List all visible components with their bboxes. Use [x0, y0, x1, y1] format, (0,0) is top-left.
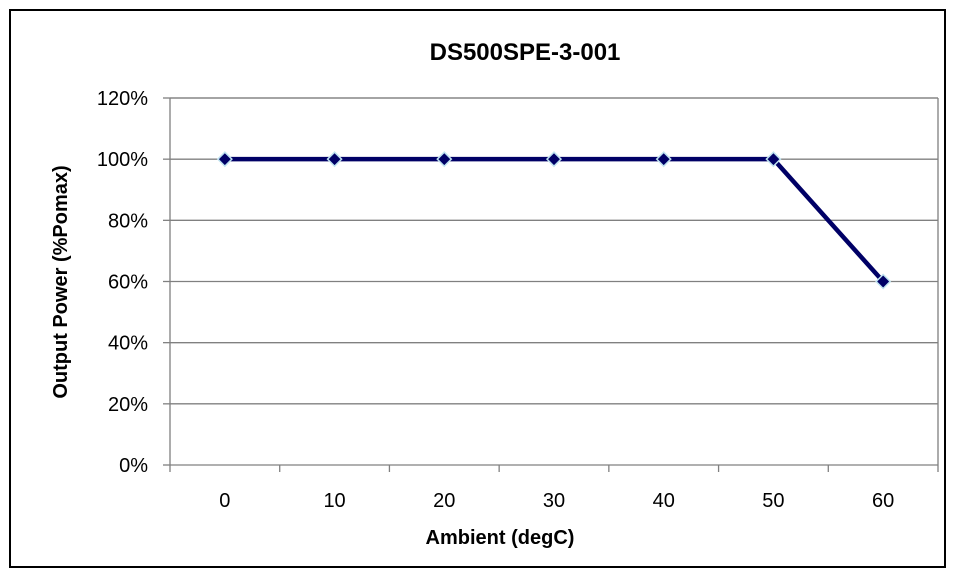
y-tick-labels: 0% 20% 40% 60% 80% 100% 120% — [97, 88, 148, 477]
x-tick-label: 60 — [872, 490, 894, 512]
x-tick-labels: 0 10 20 30 40 50 60 — [219, 490, 894, 512]
chart-title: DS500SPE-3-001 — [430, 39, 621, 66]
x-tick-label: 10 — [323, 490, 345, 512]
y-tick-label: 0% — [119, 455, 148, 477]
y-axis-title: Output Power (%Pomax) — [50, 165, 72, 398]
gridlines — [170, 98, 938, 404]
x-tick-label: 0 — [219, 490, 230, 512]
data-point — [657, 152, 671, 166]
y-tick-label: 60% — [108, 272, 148, 294]
x-axis-title: Ambient (degC) — [426, 527, 575, 549]
y-tick-label: 120% — [97, 88, 148, 110]
data-point — [328, 152, 342, 166]
data-point — [437, 152, 451, 166]
x-tick-label: 40 — [653, 490, 675, 512]
y-tick-label: 100% — [97, 149, 148, 171]
data-point — [547, 152, 561, 166]
y-tick-label: 40% — [108, 333, 148, 355]
x-tick-label: 50 — [762, 490, 784, 512]
x-tick-label: 20 — [433, 490, 455, 512]
x-tick-label: 30 — [543, 490, 565, 512]
axes — [163, 98, 938, 472]
y-tick-label: 80% — [108, 210, 148, 232]
y-tick-label: 20% — [108, 394, 148, 416]
data-point — [218, 152, 232, 166]
